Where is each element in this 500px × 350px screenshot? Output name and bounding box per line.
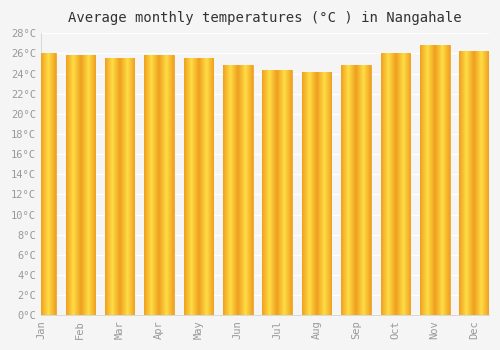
Bar bbox=[341, 65, 371, 315]
Bar bbox=[262, 70, 292, 315]
Bar bbox=[105, 58, 134, 315]
Title: Average monthly temperatures (°C ) in Nangahale: Average monthly temperatures (°C ) in Na… bbox=[68, 11, 462, 25]
Bar bbox=[302, 72, 332, 315]
Bar bbox=[420, 45, 450, 315]
Bar bbox=[26, 53, 56, 315]
Bar bbox=[144, 55, 174, 315]
Bar bbox=[184, 58, 213, 315]
Bar bbox=[66, 55, 95, 315]
Bar bbox=[460, 51, 489, 315]
Bar bbox=[223, 65, 252, 315]
Bar bbox=[380, 53, 410, 315]
